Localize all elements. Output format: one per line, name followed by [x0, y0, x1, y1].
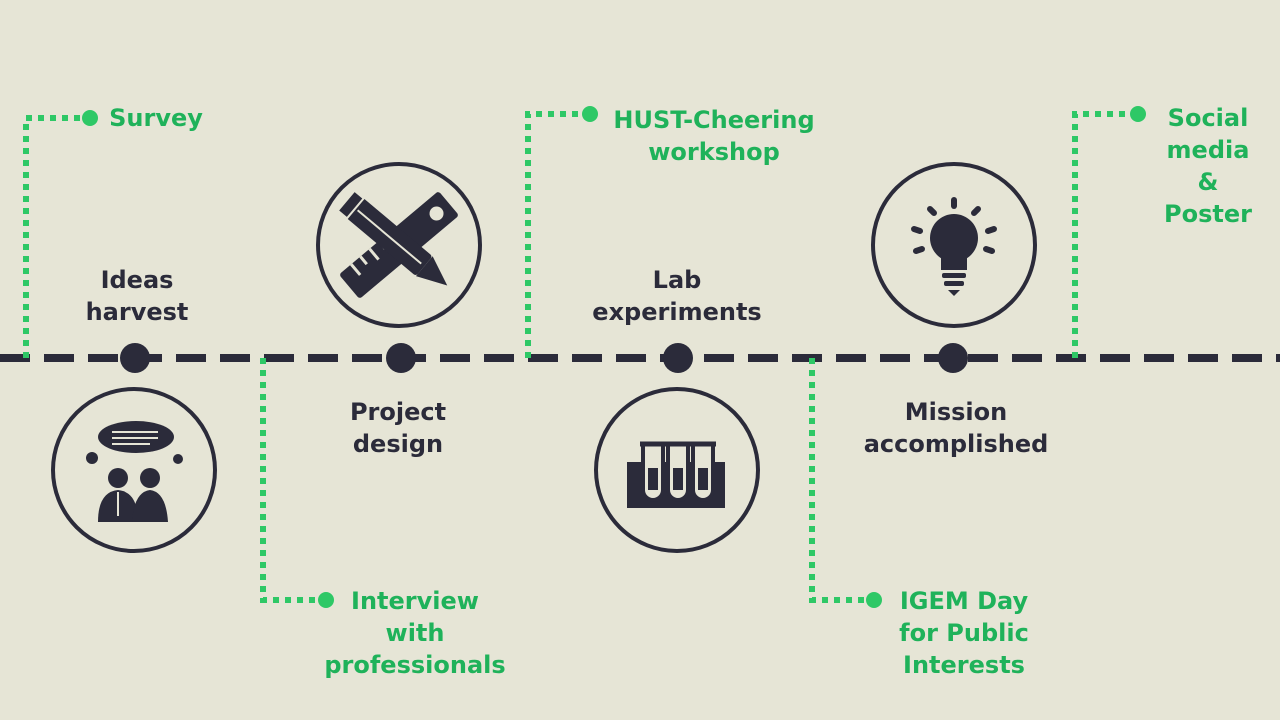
activity-label-interview: Interview with professionals	[324, 587, 506, 679]
connector-dot-workshop	[582, 106, 598, 122]
connector-survey	[23, 115, 90, 358]
icon-circle-mission	[871, 162, 1037, 328]
stage-label-ideas: Ideas harvest	[85, 266, 189, 326]
lightbulb-icon	[911, 197, 997, 296]
activity-label-igem-day: IGEM Day for Public Interests	[899, 587, 1029, 679]
icon-circle-lab	[594, 387, 760, 553]
stage-node-lab	[663, 343, 693, 373]
people-thinking-icon	[86, 421, 183, 522]
connector-dot-igem-day	[866, 592, 882, 608]
activity-label-workshop: HUST-Cheering workshop	[613, 106, 815, 166]
icon-circle-ideas	[51, 387, 217, 553]
connector-workshop	[525, 111, 590, 358]
icon-circle-design	[316, 162, 482, 328]
stage-label-mission: Mission accomplished	[863, 398, 1049, 458]
connector-dot-social-media	[1130, 106, 1146, 122]
activity-label-survey: Survey	[109, 104, 203, 132]
connector-interview	[260, 358, 326, 603]
connector-igem-day	[809, 358, 874, 603]
stage-node-design	[386, 343, 416, 373]
pencil-ruler-icon	[336, 189, 458, 298]
stage-label-design: Project design	[349, 398, 447, 458]
stage-node-mission	[938, 343, 968, 373]
activity-label-social-media: Social media & Poster	[1164, 104, 1252, 228]
connector-social-media	[1072, 111, 1138, 358]
test-tubes-icon	[627, 441, 725, 508]
connector-dot-survey	[82, 110, 98, 126]
stage-label-lab: Lab experiments	[592, 266, 762, 326]
stage-node-ideas	[120, 343, 150, 373]
connector-dot-interview	[318, 592, 334, 608]
